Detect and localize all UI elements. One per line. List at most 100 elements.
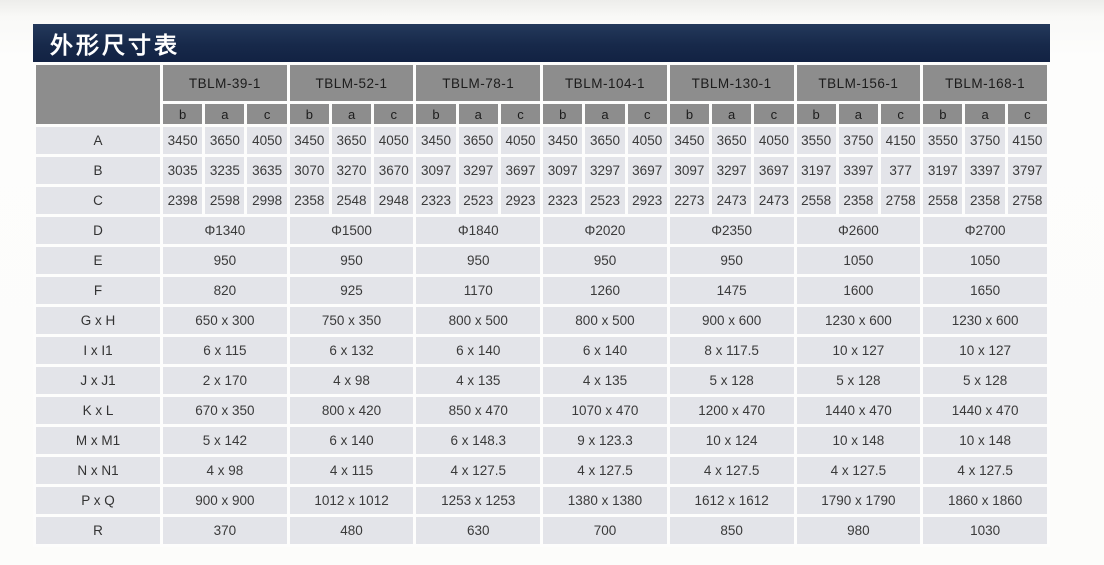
cell: 10 x 148: [923, 427, 1047, 454]
subcolumn-header: a: [585, 104, 625, 124]
table-body: A 3450 3650 4050 3450 3650 4050 3450 3650 4050 345…: [36, 127, 1047, 544]
cell: 700: [543, 517, 667, 544]
cell: 3270: [331, 157, 372, 184]
cell: 2758: [1007, 187, 1047, 214]
cell: Φ1840: [416, 217, 541, 244]
cell: 480: [289, 517, 414, 544]
cell: 3697: [627, 157, 667, 184]
cell: 5 x 128: [669, 367, 794, 394]
cell: 3397: [965, 157, 1005, 184]
subcolumn-header: c: [247, 104, 287, 124]
cell: 3450: [289, 127, 329, 154]
cell: 6 x 132: [289, 337, 414, 364]
subcolumn-header: b: [669, 104, 710, 124]
model-header: TBLM-104-1: [543, 65, 667, 101]
cell: 1380 x 1380: [543, 487, 667, 514]
cell: 3650: [331, 127, 372, 154]
cell: 2273: [669, 187, 710, 214]
cell: 2598: [205, 187, 245, 214]
cell: 2523: [458, 187, 498, 214]
cell: 3035: [163, 157, 203, 184]
cell: 1030: [923, 517, 1047, 544]
cell: 950: [289, 247, 414, 274]
cell: 670 x 350: [163, 397, 287, 424]
cell: 1440 x 470: [923, 397, 1047, 424]
cell: 3450: [163, 127, 203, 154]
cell: 5 x 128: [923, 367, 1047, 394]
cell: 4050: [247, 127, 287, 154]
row-label: B: [36, 157, 160, 184]
cell: 2473: [712, 187, 752, 214]
row-label: M x M1: [36, 427, 160, 454]
subcolumn-header: a: [712, 104, 752, 124]
subcolumn-header: a: [965, 104, 1005, 124]
cell: 3097: [669, 157, 710, 184]
cell: 3550: [923, 127, 963, 154]
subcolumn-header: c: [754, 104, 794, 124]
cell: 4050: [754, 127, 794, 154]
subcolumn-header: b: [796, 104, 836, 124]
cell: 3750: [838, 127, 878, 154]
model-header: TBLM-130-1: [669, 65, 794, 101]
cell: 2358: [965, 187, 1005, 214]
cell: 2323: [543, 187, 583, 214]
cell: 3297: [458, 157, 498, 184]
cell: 1253 x 1253: [416, 487, 541, 514]
cell: 4 x 98: [163, 457, 287, 484]
cell: 3197: [796, 157, 836, 184]
table-row: D Φ1340 Φ1500 Φ1840 Φ2020 Φ2350 Φ2600 Φ2700: [36, 217, 1047, 244]
table-row: N x N1 4 x 98 4 x 115 4 x 127.5 4 x 127.5 4 x…: [36, 457, 1047, 484]
cell: 10 x 124: [669, 427, 794, 454]
cell: 800 x 500: [543, 307, 667, 334]
row-label: E: [36, 247, 160, 274]
cell: 2558: [923, 187, 963, 214]
cell: 2998: [247, 187, 287, 214]
cell: 2323: [416, 187, 456, 214]
row-label: P x Q: [36, 487, 160, 514]
table-title-bar: 外形尺寸表: [33, 24, 1050, 62]
cell: Φ2020: [543, 217, 667, 244]
cell: 4150: [1007, 127, 1047, 154]
cell: 10 x 127: [796, 337, 921, 364]
cell: 1230 x 600: [923, 307, 1047, 334]
cell: 377: [880, 157, 921, 184]
row-label: R: [36, 517, 160, 544]
cell: 9 x 123.3: [543, 427, 667, 454]
cell: 4 x 127.5: [543, 457, 667, 484]
subcolumn-header: c: [880, 104, 921, 124]
cell: 6 x 115: [163, 337, 287, 364]
cell: 5 x 128: [796, 367, 921, 394]
cell: 3297: [585, 157, 625, 184]
cell: 630: [416, 517, 541, 544]
cell: 1050: [796, 247, 921, 274]
row-label: C: [36, 187, 160, 214]
cell: 3297: [712, 157, 752, 184]
cell: 6 x 148.3: [416, 427, 541, 454]
cell: 3650: [712, 127, 752, 154]
cell: 3697: [500, 157, 541, 184]
table-row: J x J1 2 x 170 4 x 98 4 x 135 4 x 135 5 x 128…: [36, 367, 1047, 394]
cell: 4 x 135: [543, 367, 667, 394]
row-label: I x I1: [36, 337, 160, 364]
cell: 3450: [543, 127, 583, 154]
table-row: B 3035 3235 3635 3070 3270 3670 3097 3297 3697 309…: [36, 157, 1047, 184]
cell: 950: [669, 247, 794, 274]
cell: 800 x 500: [416, 307, 541, 334]
cell: 950: [416, 247, 541, 274]
cell: 1860 x 1860: [923, 487, 1047, 514]
cell: 1475: [669, 277, 794, 304]
cell: 1790 x 1790: [796, 487, 921, 514]
cell: 1050: [923, 247, 1047, 274]
cell: 1200 x 470: [669, 397, 794, 424]
table-row: P x Q 900 x 900 1012 x 1012 1253 x 1253 1380…: [36, 487, 1047, 514]
cell: 3197: [923, 157, 963, 184]
table-row: G x H 650 x 300 750 x 350 800 x 500 800 x 50…: [36, 307, 1047, 334]
table-row: R 370 480 630 700 850 980 1030: [36, 517, 1047, 544]
cell: 3750: [965, 127, 1005, 154]
table-header: TBLM-39-1 TBLM-52-1 TBLM-78-1 TBLM-104-1 TBL…: [36, 65, 1047, 124]
table-row: C 2398 2598 2998 2358 2548 2948 2323 2523 2923 232…: [36, 187, 1047, 214]
subcolumn-header: b: [163, 104, 203, 124]
row-label: K x L: [36, 397, 160, 424]
cell: 4050: [627, 127, 667, 154]
